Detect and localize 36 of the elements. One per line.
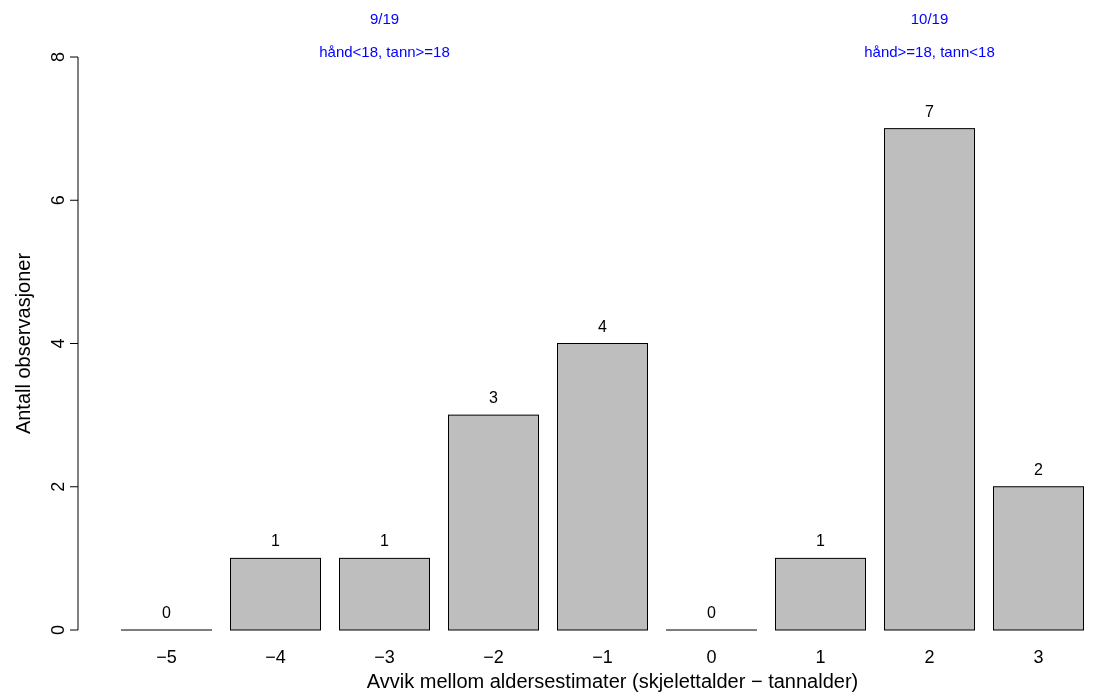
x-tick-label: 2 [924, 647, 935, 667]
data-label: 1 [271, 532, 281, 550]
x-tick-label: −5 [156, 647, 177, 667]
text: 10/19 [910, 10, 949, 27]
bar [884, 128, 975, 631]
x-axis-title: Avvik mellom aldersestimater (skjelettalder − tannalder) [366, 670, 859, 692]
annotation: hånd>=18, tann<18 [864, 43, 995, 60]
data-label: 7 [925, 102, 935, 120]
data-label: 1 [380, 532, 390, 550]
data-label: 0 [162, 604, 172, 621]
y-tick-label: 4 [48, 338, 68, 349]
text: 9/19 [369, 10, 400, 27]
bar [339, 557, 430, 631]
data-label: 0 [707, 604, 717, 621]
data-label: 2 [1034, 460, 1044, 478]
annotation: hånd<18, tann>=18 [319, 43, 450, 60]
bar [230, 557, 321, 631]
x-tick-label: 3 [1033, 647, 1044, 667]
x-tick-label: −1 [592, 647, 613, 667]
bar [557, 343, 648, 631]
data-label: 4 [598, 317, 608, 335]
y-tick-label: 2 [48, 481, 68, 492]
y-tick-label: 6 [48, 195, 68, 206]
x-tick-label: −4 [265, 647, 286, 667]
x-tick-label: −2 [483, 647, 504, 667]
bar [448, 414, 539, 631]
data-label: 1 [816, 532, 826, 550]
y-axis-title: Antall observasjoner [12, 252, 34, 435]
x-tick-label: −3 [374, 647, 395, 667]
data-label: 3 [489, 389, 499, 407]
x-tick-label: 0 [706, 647, 717, 667]
y-tick-label: 0 [48, 624, 68, 636]
bar [775, 557, 866, 631]
bar [993, 486, 1084, 631]
y-tick-label: 8 [48, 51, 68, 63]
x-tick-label: 1 [815, 647, 826, 667]
